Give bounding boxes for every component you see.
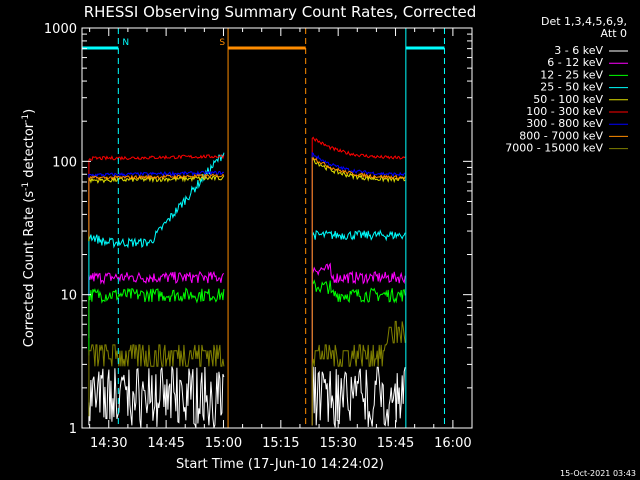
x-tick-label-6: 16:00 [434, 436, 471, 451]
series-2 [88, 279, 406, 426]
legend-label-6: 300 - 800 keV [526, 117, 603, 130]
series-3 [88, 152, 406, 426]
series-line-0-0 [88, 366, 225, 428]
flag-0: N [82, 28, 129, 428]
y-tick-label-3: 1000 [44, 22, 77, 37]
y-axis-label-exp2: -1 [21, 114, 31, 123]
series-0 [88, 366, 406, 428]
series-line-6-0 [88, 170, 225, 236]
series-line-8-0 [88, 344, 225, 417]
series-line-8-1 [311, 320, 406, 426]
series-line-6-1 [311, 152, 406, 426]
series-1 [88, 262, 406, 426]
legend-label-2: 12 - 25 keV [540, 68, 603, 81]
y-tick-label-2: 100 [52, 155, 77, 170]
series-7 [88, 157, 406, 426]
x-tick-label-0: 14:30 [90, 436, 127, 451]
legend-label-4: 50 - 100 keV [533, 93, 603, 106]
flag-1: S [219, 28, 307, 428]
series-line-0-1 [311, 366, 406, 428]
legend-label-0: 3 - 6 keV [554, 44, 603, 57]
series-line-3-1 [311, 229, 406, 426]
y-axis-label-mid: detector [22, 122, 37, 182]
legend-label-1: 6 - 12 keV [547, 56, 603, 69]
legend-label-8: 7000 - 15000 keV [505, 142, 603, 155]
axes: 14:30 14:45 15:00 15:15 15:30 15:45 16:00 1 10 10… [44, 22, 473, 451]
x-tick-label-5: 15:45 [377, 436, 414, 451]
y-axis-label-exp1: -1 [21, 182, 31, 191]
x-tick-label-2: 15:00 [205, 436, 242, 451]
series-line-1-1 [311, 262, 406, 426]
timestamp: 15-Oct-2021 03:43 [560, 469, 636, 478]
y-tick-label-1: 10 [60, 289, 77, 304]
series-line-3-0 [88, 152, 225, 296]
legend-label-5: 100 - 300 keV [526, 105, 603, 118]
series-line-1-0 [88, 270, 225, 339]
chart-title: RHESSI Observing Summary Count Rates, Co… [84, 3, 477, 21]
series-line-2-0 [88, 287, 225, 356]
legend-header-line-2: Att 0 [601, 27, 627, 40]
series-5 [88, 136, 406, 426]
flag-2 [405, 28, 445, 428]
x-tick-label-4: 15:30 [319, 436, 356, 451]
series-line-7-1 [311, 157, 406, 426]
legend-header-line-1: Det 1,3,4,5,6,9, [541, 15, 627, 28]
series-8 [88, 320, 406, 426]
x-axis-label: Start Time (17-Jun-10 14:24:02) [176, 457, 384, 472]
y-axis-label-main: Corrected Count Rate (s [22, 191, 37, 348]
series-line-5-0 [88, 154, 225, 220]
legend-label-7: 800 - 7000 keV [519, 129, 603, 142]
y-axis-label-end: ) [22, 109, 37, 114]
x-tick-label-3: 15:15 [262, 436, 299, 451]
y-axis-label: Corrected Count Rate (s-1 detector-1) [21, 109, 37, 347]
series-6 [88, 152, 406, 426]
flag-label-0: N [122, 38, 129, 48]
series-line-2-1 [311, 279, 406, 426]
flag-label-1: S [219, 38, 225, 48]
series-line-5-1 [311, 136, 406, 426]
plot-area [88, 136, 406, 428]
legend-label-3: 25 - 50 keV [540, 81, 603, 94]
y-tick-label-0: 1 [69, 422, 77, 437]
series-line-7-0 [88, 173, 225, 239]
plot-frame [81, 27, 473, 429]
x-tick-label-1: 14:45 [147, 436, 184, 451]
